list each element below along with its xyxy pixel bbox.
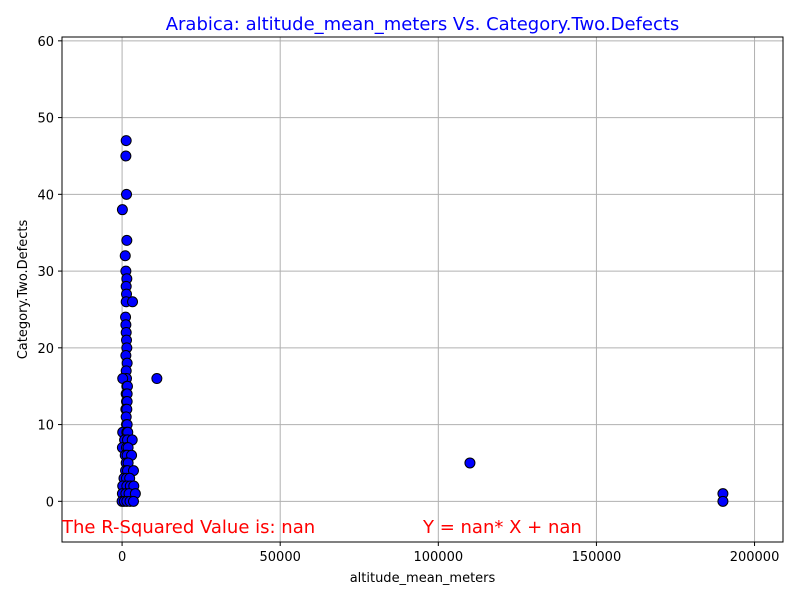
axis-ticks: 0 50000 100000 150000 200000 0 10 20 30 40 50 60 — [37, 35, 779, 565]
y-tick-label: 20 — [37, 342, 54, 357]
data-points — [116, 135, 729, 507]
y-tick-label: 10 — [37, 419, 54, 434]
data-point — [127, 495, 139, 507]
grid-lines — [62, 37, 783, 542]
y-tick-label: 50 — [37, 112, 54, 127]
data-point — [116, 204, 128, 216]
x-tick-label: 50000 — [260, 550, 301, 565]
plot-area — [61, 36, 784, 543]
x-axis-label: altitude_mean_meters — [350, 571, 496, 586]
data-point — [120, 150, 132, 162]
chart-title: Arabica: altitude_mean_meters Vs. Catego… — [166, 14, 680, 35]
data-point — [121, 188, 133, 200]
x-tick-label: 150000 — [572, 550, 622, 565]
data-point — [120, 135, 132, 147]
r-squared-annotation: The R-Squared Value is: nan — [61, 517, 315, 538]
data-point — [717, 495, 729, 507]
data-point — [127, 296, 139, 308]
y-tick-label: 30 — [37, 265, 54, 280]
data-point — [119, 250, 131, 262]
data-point — [121, 234, 133, 246]
x-tick-label: 0 — [118, 550, 126, 565]
x-tick-label: 200000 — [730, 550, 780, 565]
data-point — [151, 373, 163, 385]
y-tick-label: 0 — [46, 495, 54, 510]
data-point — [464, 457, 476, 469]
regression-equation-annotation: Y = nan* X + nan — [422, 517, 582, 538]
y-axis-label: Category.Two.Defects — [16, 220, 31, 360]
x-tick-label: 100000 — [413, 550, 463, 565]
y-tick-label: 60 — [37, 35, 54, 50]
y-tick-label: 40 — [37, 188, 54, 203]
